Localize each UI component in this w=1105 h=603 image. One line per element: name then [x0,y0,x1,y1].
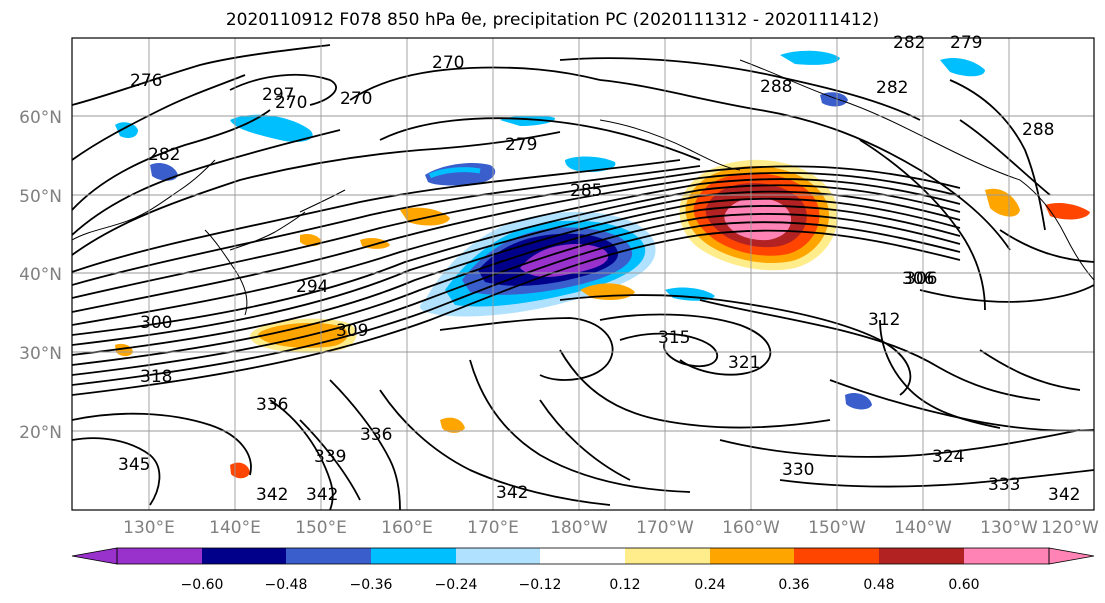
contour-label: 294 [296,277,328,297]
colorbar-tick-label: −0.24 [435,577,478,593]
lon-label: 170°W [636,518,694,538]
colorbar-tick-label: −0.48 [265,577,308,593]
contour-label: 288 [760,77,792,97]
colorbar-segments [117,548,1049,564]
colorbar-segment [456,548,540,564]
contour-label: 306 [905,269,937,289]
lon-label: 140°E [209,518,261,538]
contour-label: 342 [306,485,338,505]
colorbar-tick-label: 0.60 [948,577,979,593]
longitude-labels: 130°E 140°E 150°E 160°E 170°E 180°W 170°… [123,518,1099,538]
colorbar-segment [540,548,625,564]
contour-label: 318 [140,367,172,387]
colorbar: −0.60 −0.48 −0.36 −0.24 −0.12 0.12 0.24 … [71,547,1095,593]
precip-scattered-patches [115,50,1090,479]
contour-label: 270 [340,89,372,109]
colorbar-tick-label: −0.36 [350,577,393,593]
contour-label: 312 [868,310,900,330]
lon-label: 160°E [381,518,433,538]
lat-label: 40°N [19,265,62,285]
contour-label: 342 [496,483,528,503]
colorbar-segment [371,548,456,564]
lon-label: 170°E [467,518,519,538]
contour-label: 282 [876,78,908,98]
contour-label: 342 [1048,485,1080,505]
colorbar-segment [794,548,879,564]
plot-title: 2020110912 F078 850 hPa θe, precipitatio… [225,10,880,30]
colorbar-segment [286,548,371,564]
contour-label: 300 [140,313,172,333]
colorbar-tick-label: −0.12 [519,577,562,593]
contour-label: 306 [902,269,934,289]
colorbar-segment [625,548,710,564]
contour-label: 336 [360,425,392,445]
contour-label: 309 [336,321,368,341]
lon-label: 140°W [894,518,952,538]
contour-label: 285 [570,181,602,201]
contour-label: 336 [256,395,288,415]
contour-label: 324 [932,447,964,467]
colorbar-segment [964,548,1049,564]
colorbar-segment [710,548,794,564]
lon-label: 150°E [295,518,347,538]
lat-label: 30°N [19,344,62,364]
contour-label: 339 [314,447,346,467]
colorbar-segment [879,548,964,564]
contour-label: 333 [988,475,1020,495]
contour-label: 297 [262,85,294,105]
contour-label: 270 [432,53,464,73]
colorbar-extend-max [1048,547,1095,565]
contour-label-group: 276 270 297 270 270 279 282 288 282 279 … [118,33,1080,505]
colorbar-tick-label: −0.60 [181,577,224,593]
gridlines [72,38,1094,510]
colorbar-tick-label: 0.48 [863,577,894,593]
colorbar-segment [117,548,202,564]
lon-label: 150°W [808,518,866,538]
contour-label: 315 [658,328,690,348]
contour-label: 345 [118,455,150,475]
theta-e-contours [72,44,1094,510]
lon-label: 130°W [980,518,1038,538]
lat-label: 20°N [19,423,62,443]
lat-label: 60°N [19,108,62,128]
lat-label: 50°N [19,187,62,207]
lon-label: 160°W [722,518,780,538]
contour-label: 282 [893,33,925,53]
latitude-labels: 60°N 50°N 40°N 30°N 20°N [19,108,62,443]
contour-label: 270 [275,93,307,113]
contour-label: 279 [505,135,537,155]
lon-label: 130°E [123,518,175,538]
contour-label: 282 [148,145,180,165]
colorbar-segment [202,548,286,564]
contour-label: 276 [130,71,162,91]
contour-label: 342 [256,485,288,505]
contour-label: 330 [782,460,814,480]
lon-label: 180°W [550,518,608,538]
contour-label: 321 [728,353,760,373]
colorbar-extend-min [71,547,118,565]
contour-label: 279 [950,33,982,53]
contour-label: 288 [1022,120,1054,140]
colorbar-tick-label: 0.12 [609,577,640,593]
colorbar-outline [116,547,1050,565]
lon-label: 120°W [1041,518,1099,538]
map-border [71,37,1095,511]
colorbar-ticks: −0.60 −0.48 −0.36 −0.24 −0.12 0.12 0.24 … [181,577,980,593]
colorbar-tick-label: 0.36 [778,577,809,593]
colorbar-tick-label: 0.24 [694,577,725,593]
